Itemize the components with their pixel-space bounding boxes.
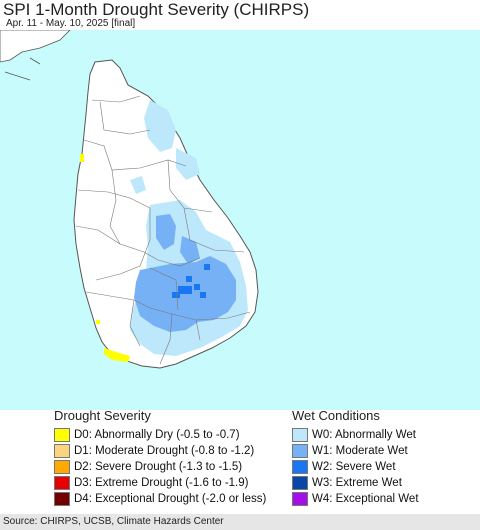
drought-legend: Drought Severity D0: Abnormally Dry (-0.…	[54, 408, 266, 507]
legend-item-d0: D0: Abnormally Dry (-0.5 to -0.7)	[54, 427, 266, 443]
swatch-d4	[54, 492, 70, 506]
ocean	[0, 30, 480, 410]
legend-item-d3: D3: Extreme Drought (-1.6 to -1.9)	[54, 475, 266, 491]
swatch-w1	[292, 444, 308, 458]
wet-legend: Wet Conditions W0: Abnormally Wet W1: Mo…	[292, 408, 419, 507]
w2-areas	[172, 264, 210, 298]
source-footer: Source: CHIRPS, UCSB, Climate Hazards Ce…	[0, 514, 480, 530]
swatch-d2	[54, 460, 70, 474]
drought-legend-title: Drought Severity	[54, 408, 151, 423]
district-boundaries	[75, 95, 251, 365]
source-text: Source: CHIRPS, UCSB, Climate Hazards Ce…	[3, 516, 224, 527]
legend-item-d4: D4: Exceptional Drought (-2.0 or less)	[54, 491, 266, 507]
map-title: SPI 1-Month Drought Severity (CHIRPS)	[3, 0, 310, 19]
india-coast	[0, 30, 71, 63]
legend-item-d2: D2: Severe Drought (-1.3 to -1.5)	[54, 459, 266, 475]
legend-item-w3: W3: Extreme Wet	[292, 475, 419, 491]
d0-areas	[80, 154, 130, 362]
legend-item-w0: W0: Abnormally Wet	[292, 427, 419, 443]
map-subtitle: Apr. 11 - May. 10, 2025 [final]	[6, 18, 136, 29]
legend-item-w4: W4: Exceptional Wet	[292, 491, 419, 507]
swatch-w4	[292, 492, 308, 506]
adams-bridge	[4, 57, 41, 81]
swatch-d3	[54, 476, 70, 490]
legend-item-w2: W2: Severe Wet	[292, 459, 419, 475]
swatch-w3	[292, 476, 308, 490]
swatch-w0	[292, 428, 308, 442]
swatch-d0	[54, 428, 70, 442]
legend-item-w1: W1: Moderate Wet	[292, 443, 419, 459]
swatch-w2	[292, 460, 308, 474]
wet-legend-title: Wet Conditions	[292, 408, 380, 423]
swatch-d1	[54, 444, 70, 458]
drought-map	[0, 30, 480, 410]
legend-item-d1: D1: Moderate Drought (-0.8 to -1.2)	[54, 443, 266, 459]
